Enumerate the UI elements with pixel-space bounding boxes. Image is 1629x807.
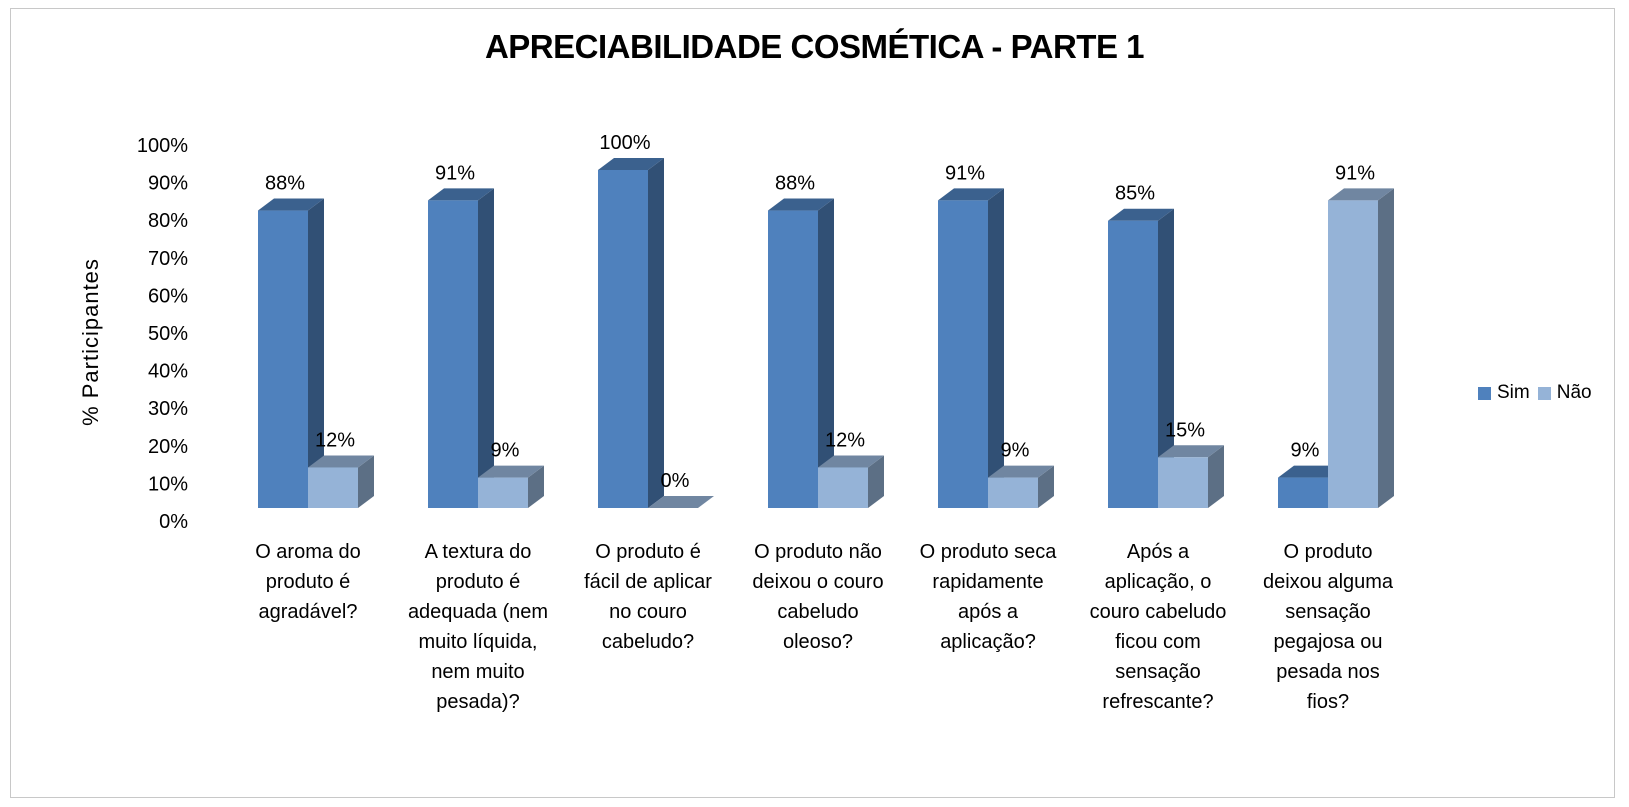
category-label: Após a aplicação, o couro cabeludo ficou…	[1089, 541, 1227, 713]
data-label: 88%	[265, 173, 305, 195]
bar-side	[818, 198, 834, 508]
bar-não-1	[308, 455, 374, 508]
bar-front	[308, 467, 358, 508]
bar-top	[1278, 465, 1344, 478]
y-tick-label: 50%	[148, 323, 188, 345]
data-label: 91%	[435, 162, 475, 184]
bar-front	[478, 477, 528, 508]
bar-front	[818, 467, 868, 508]
y-tick-label: 30%	[148, 398, 188, 420]
bar-top	[478, 465, 544, 478]
bar-front	[428, 200, 478, 509]
data-label: 12%	[315, 429, 355, 451]
bar-side	[358, 455, 374, 508]
bar-side	[1208, 445, 1224, 508]
bar-side	[988, 188, 1004, 509]
bar-top	[988, 465, 1054, 478]
bar-não-3	[648, 496, 714, 508]
data-label: 15%	[1165, 419, 1205, 441]
bar-top	[1108, 208, 1174, 221]
bar-top	[258, 198, 324, 211]
bar-não-6	[1158, 445, 1224, 508]
legend: Sim Não	[1478, 382, 1600, 404]
bar-sim-4	[768, 198, 834, 508]
bar-sim-2	[428, 188, 494, 509]
legend-label-nao: Não	[1556, 382, 1592, 403]
bar-side	[1158, 208, 1174, 508]
y-tick-label: 70%	[148, 248, 188, 270]
category-label: O produto não deixou o couro cabeludo ol…	[752, 541, 884, 653]
bar-não-7	[1328, 188, 1394, 509]
bar-top	[598, 158, 664, 170]
category-label: O produto é fácil de aplicar no couro ca…	[584, 541, 712, 653]
y-tick-label: 0%	[159, 511, 188, 533]
bar-side	[308, 198, 324, 508]
y-tick-label: 100%	[137, 135, 188, 157]
bar-front	[1108, 220, 1158, 508]
bar-top	[818, 455, 884, 468]
bar-não-4	[818, 455, 884, 508]
category-label: O aroma do produto é agradável?	[255, 541, 361, 623]
bar-top	[1158, 445, 1224, 458]
bar-side	[478, 188, 494, 509]
bar-side	[868, 455, 884, 508]
legend-item-sim: Sim	[1478, 382, 1530, 404]
y-tick-label: 40%	[148, 361, 188, 383]
bar-top	[938, 188, 1004, 201]
bar-não-5	[988, 465, 1054, 508]
y-axis-ticks: 0% 10% 20% 30% 40% 50% 60% 70% 80% 90% 100%	[137, 135, 188, 533]
bar-front	[768, 210, 818, 508]
data-label: 100%	[599, 132, 650, 154]
bar-front	[258, 210, 308, 508]
data-label: 85%	[1115, 183, 1155, 205]
bar-side	[1378, 188, 1394, 509]
category-label: O produto deixou alguma sensação pegajos…	[1262, 541, 1394, 713]
legend-swatch-nao	[1537, 386, 1551, 400]
data-label: 12%	[825, 429, 865, 451]
bar-sim-6	[1108, 208, 1174, 508]
bar-sim-1	[258, 198, 324, 508]
bar-sim-5	[938, 188, 1004, 509]
y-tick-label: 80%	[148, 210, 188, 232]
data-label: 9%	[1291, 440, 1320, 462]
y-tick-label: 20%	[148, 436, 188, 458]
data-label: 91%	[945, 162, 985, 184]
y-tick-label: 90%	[148, 173, 188, 195]
bar-top	[1328, 188, 1394, 201]
data-label: 91%	[1335, 162, 1375, 184]
legend-item-nao: Não	[1537, 382, 1592, 404]
bar-não-2	[478, 465, 544, 508]
bar-top	[308, 455, 374, 468]
bar-front	[1158, 457, 1208, 508]
y-tick-label: 10%	[148, 473, 188, 495]
bar-top	[428, 188, 494, 201]
data-label: 0%	[661, 470, 690, 492]
bar-side	[648, 158, 664, 508]
bar-side	[1038, 465, 1054, 508]
bar-top	[768, 198, 834, 211]
bar-front	[938, 200, 988, 509]
legend-swatch-sim	[1478, 386, 1491, 400]
bar-front	[988, 477, 1038, 508]
y-tick-label: 60%	[148, 285, 188, 307]
data-label: 9%	[1001, 440, 1030, 462]
data-label: 9%	[491, 440, 520, 462]
data-label: 88%	[775, 173, 815, 195]
category-label: O produto seca rapidamente após a aplica…	[919, 541, 1057, 653]
bar-front	[598, 170, 648, 508]
chart-title: APRECIABILIDADE COSMÉTICA - PARTE 1	[484, 28, 1145, 65]
data-labels: 88% 12% 91% 9% 100% 0% 88% 12% 91% 9% 85% 15% 9% 91%	[265, 132, 1375, 492]
bar-side	[528, 465, 544, 508]
bar-top	[648, 496, 714, 508]
legend-label-sim: Sim	[1497, 382, 1530, 403]
category-label: A textura do produto é adequada (nem mui…	[407, 541, 549, 713]
bar-sim-3	[598, 158, 664, 508]
bar-front	[1328, 200, 1378, 509]
bars	[258, 158, 1394, 509]
bar-front	[1278, 477, 1328, 508]
